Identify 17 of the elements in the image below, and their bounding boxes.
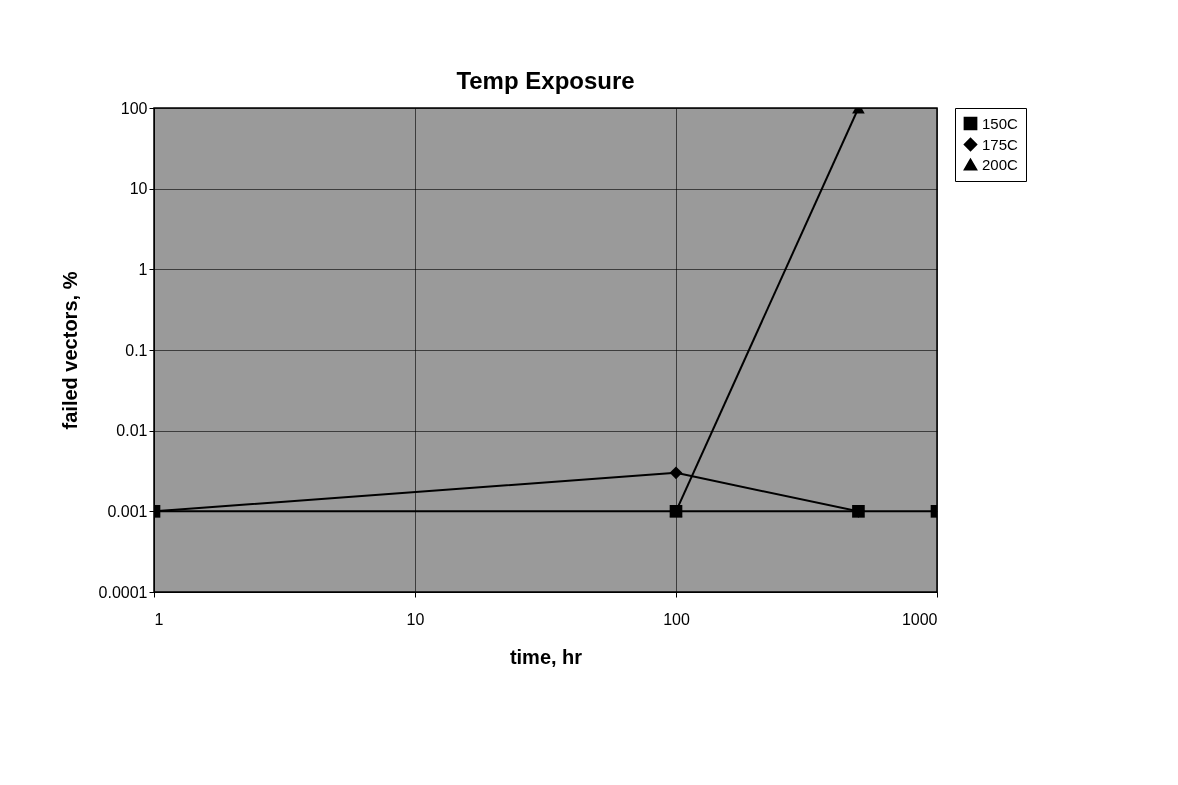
legend-label: 175C (982, 135, 1019, 153)
x-axis-title: time, hr (509, 645, 583, 668)
y-tick-label: 0.001 (107, 502, 148, 520)
x-tick-label: 1 (154, 610, 164, 628)
y-tick-label: 1 (138, 260, 148, 278)
legend-label: 200C (982, 155, 1019, 173)
y-axis-title: failed vectors, % (58, 271, 81, 430)
x-tick-label: 100 (663, 610, 690, 628)
legend-label: 150C (982, 114, 1019, 132)
y-tick-label: 100 (120, 99, 148, 117)
x-tick-label: 10 (406, 610, 425, 628)
chart-title: Temp Exposure (456, 67, 635, 94)
y-tick-label: 10 (129, 180, 148, 198)
y-tick-label: 0.01 (116, 422, 148, 440)
x-tick-label: 1000 (901, 610, 938, 628)
y-tick-label: 0.1 (125, 341, 148, 359)
y-tick-label: 0.0001 (98, 583, 148, 601)
